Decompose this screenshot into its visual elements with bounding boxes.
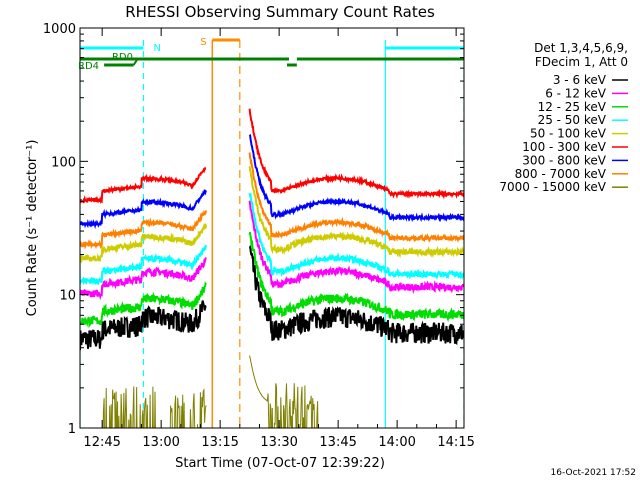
y-tick-label: 100 bbox=[51, 155, 76, 170]
legend-label: 25 - 50 keV bbox=[538, 113, 607, 127]
legend-label: 6 - 12 keV bbox=[545, 86, 607, 100]
x-tick-label: 14:15 bbox=[437, 435, 474, 450]
series-line bbox=[80, 281, 207, 329]
series-line bbox=[248, 200, 464, 295]
y-tick-label: 1 bbox=[68, 422, 76, 437]
series-line bbox=[80, 223, 207, 264]
x-tick-label: 13:30 bbox=[260, 435, 297, 450]
series-line bbox=[248, 108, 464, 200]
series-line bbox=[80, 166, 207, 204]
series-line bbox=[80, 210, 207, 250]
x-tick-label: 13:00 bbox=[142, 435, 179, 450]
series-line bbox=[248, 232, 464, 323]
series-line bbox=[248, 192, 464, 281]
legend-label: 3 - 6 keV bbox=[553, 73, 607, 87]
y-tick-label: 1000 bbox=[43, 22, 76, 37]
legend-label: 100 - 300 keV bbox=[522, 140, 606, 154]
legend-label: 300 - 800 keV bbox=[522, 153, 606, 167]
series-line bbox=[248, 152, 464, 244]
x-tick-label: 13:45 bbox=[319, 435, 356, 450]
y-axis-label: Count Rate (s⁻¹ detector⁻¹) bbox=[25, 140, 40, 317]
x-tick-label: 13:15 bbox=[201, 435, 238, 450]
legend: Det 1,3,4,5,6,9, FDecim 1, Att 0 3 - 6 k… bbox=[499, 41, 628, 194]
rd4-flag-label: RD4 bbox=[78, 61, 99, 72]
legend-header-1: Det 1,3,4,5,6,9, bbox=[534, 41, 628, 55]
footer-timestamp: 16-Oct-2021 17:52 bbox=[551, 468, 636, 478]
series-line bbox=[80, 244, 207, 286]
decim-flag-step bbox=[132, 58, 139, 66]
series-line bbox=[80, 257, 207, 301]
series-line bbox=[249, 245, 464, 346]
plot-frame bbox=[79, 27, 465, 429]
series-line bbox=[80, 300, 207, 351]
series-line bbox=[248, 134, 464, 223]
series-line bbox=[102, 386, 207, 428]
legend-label: 7000 - 15000 keV bbox=[499, 180, 606, 194]
legend-label: 50 - 100 keV bbox=[530, 127, 607, 141]
legend-label: 12 - 25 keV bbox=[538, 100, 607, 114]
series-line bbox=[248, 166, 464, 259]
series-line bbox=[80, 189, 207, 230]
x-tick-label: 14:00 bbox=[378, 435, 415, 450]
legend-label: 800 - 7000 keV bbox=[515, 167, 607, 181]
x-tick-label: 12:45 bbox=[83, 435, 120, 450]
chart-title: RHESSI Observing Summary Count Rates bbox=[125, 3, 435, 21]
decim-flag-label: RD0 bbox=[112, 52, 133, 63]
saa-flag-label: S bbox=[200, 37, 206, 48]
x-axis-label: Start Time (07-Oct-07 12:39:22) bbox=[175, 456, 385, 471]
night-flag-label: N bbox=[153, 43, 160, 54]
y-tick-label: 10 bbox=[59, 289, 76, 304]
legend-header-2: FDecim 1, Att 0 bbox=[535, 55, 628, 69]
